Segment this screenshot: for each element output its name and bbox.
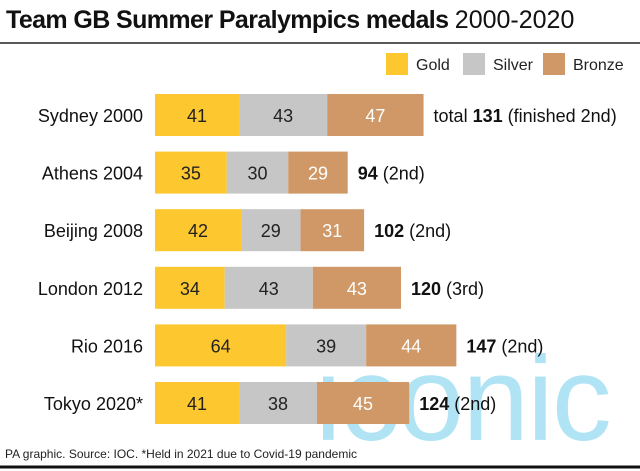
bar-gold — [155, 266, 225, 309]
bar-value-silver: 39 — [316, 336, 336, 356]
legend-swatch-gold — [386, 53, 408, 75]
bar-bronze — [300, 209, 365, 252]
bar-value-bronze: 44 — [401, 336, 421, 356]
title-bold: Team GB Summer Paralympics medals — [6, 6, 455, 34]
total-label: 94 (2nd) — [358, 164, 425, 184]
legend-label-silver: Silver — [493, 57, 534, 74]
bar-bronze — [312, 266, 401, 309]
bar-gold — [155, 151, 227, 194]
bar-bronze — [327, 94, 424, 136]
bar-silver — [226, 151, 289, 194]
legend-swatch-silver — [463, 53, 485, 75]
bar-value-silver: 30 — [247, 164, 267, 184]
bar-silver — [239, 94, 328, 136]
bar-silver — [224, 266, 313, 309]
total-value: 147 — [466, 336, 501, 356]
bar-value-gold: 41 — [187, 394, 207, 414]
bar-bronze — [316, 382, 410, 424]
total-label: 120 (3rd) — [411, 279, 484, 299]
bar-value-gold: 64 — [211, 336, 231, 356]
title-years: 2000-2020 — [455, 6, 575, 34]
category-label: Athens 2004 — [42, 164, 143, 184]
bar-gold — [155, 382, 240, 424]
category-label: Rio 2016 — [71, 336, 143, 356]
category-label: Sydney 2000 — [38, 106, 143, 126]
bar-value-bronze: 31 — [322, 221, 342, 241]
total-prefix: total — [434, 106, 473, 126]
bar-value-bronze: 45 — [353, 394, 373, 414]
bar-bronze — [366, 324, 457, 367]
finish-note: (finished 2nd) — [508, 106, 617, 126]
total-label: total 131 (finished 2nd) — [434, 106, 617, 126]
finish-note: (2nd) — [383, 164, 425, 184]
finish-note: (2nd) — [501, 336, 543, 356]
bar-value-silver: 29 — [261, 221, 281, 241]
legend-label-bronze: Bronze — [573, 57, 624, 74]
finish-note: (2nd) — [454, 394, 496, 414]
legend-swatch-bronze — [543, 53, 565, 75]
total-value: 102 — [374, 221, 409, 241]
bar-gold — [155, 94, 240, 136]
bar-gold — [155, 324, 287, 367]
bar-value-gold: 41 — [187, 106, 207, 126]
bar-value-silver: 43 — [273, 106, 293, 126]
total-label: 147 (2nd) — [466, 336, 543, 356]
category-label: Tokyo 2020* — [44, 394, 143, 414]
bar-value-bronze: 43 — [347, 279, 367, 299]
bar-value-silver: 38 — [268, 394, 288, 414]
bar-silver — [241, 209, 301, 252]
bar-bronze — [288, 151, 348, 194]
finish-note: (3rd) — [446, 279, 484, 299]
total-value: 94 — [358, 164, 383, 184]
bar-value-gold: 42 — [188, 221, 208, 241]
chart-title: Team GB Summer Paralympics medals 2000-2… — [6, 6, 574, 34]
bar-silver — [286, 324, 367, 367]
bar-silver — [239, 382, 317, 424]
bar-value-silver: 43 — [259, 279, 279, 299]
bar-gold — [155, 209, 242, 252]
bar-value-gold: 35 — [181, 164, 201, 184]
bar-value-gold: 34 — [180, 279, 200, 299]
total-value: 120 — [411, 279, 446, 299]
total-value: 124 — [419, 394, 454, 414]
finish-note: (2nd) — [409, 221, 451, 241]
legend-label-gold: Gold — [416, 57, 450, 74]
total-label: 124 (2nd) — [419, 394, 496, 414]
category-label: London 2012 — [38, 279, 143, 299]
total-value: 131 — [473, 106, 508, 126]
bar-value-bronze: 47 — [365, 106, 385, 126]
source-note: PA graphic. Source: IOC. *Held in 2021 d… — [5, 447, 357, 461]
total-label: 102 (2nd) — [374, 221, 451, 241]
category-label: Beijing 2008 — [44, 221, 143, 241]
bar-value-bronze: 29 — [308, 164, 328, 184]
